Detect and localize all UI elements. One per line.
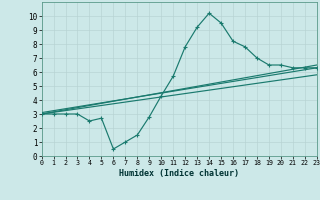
X-axis label: Humidex (Indice chaleur): Humidex (Indice chaleur)	[119, 169, 239, 178]
